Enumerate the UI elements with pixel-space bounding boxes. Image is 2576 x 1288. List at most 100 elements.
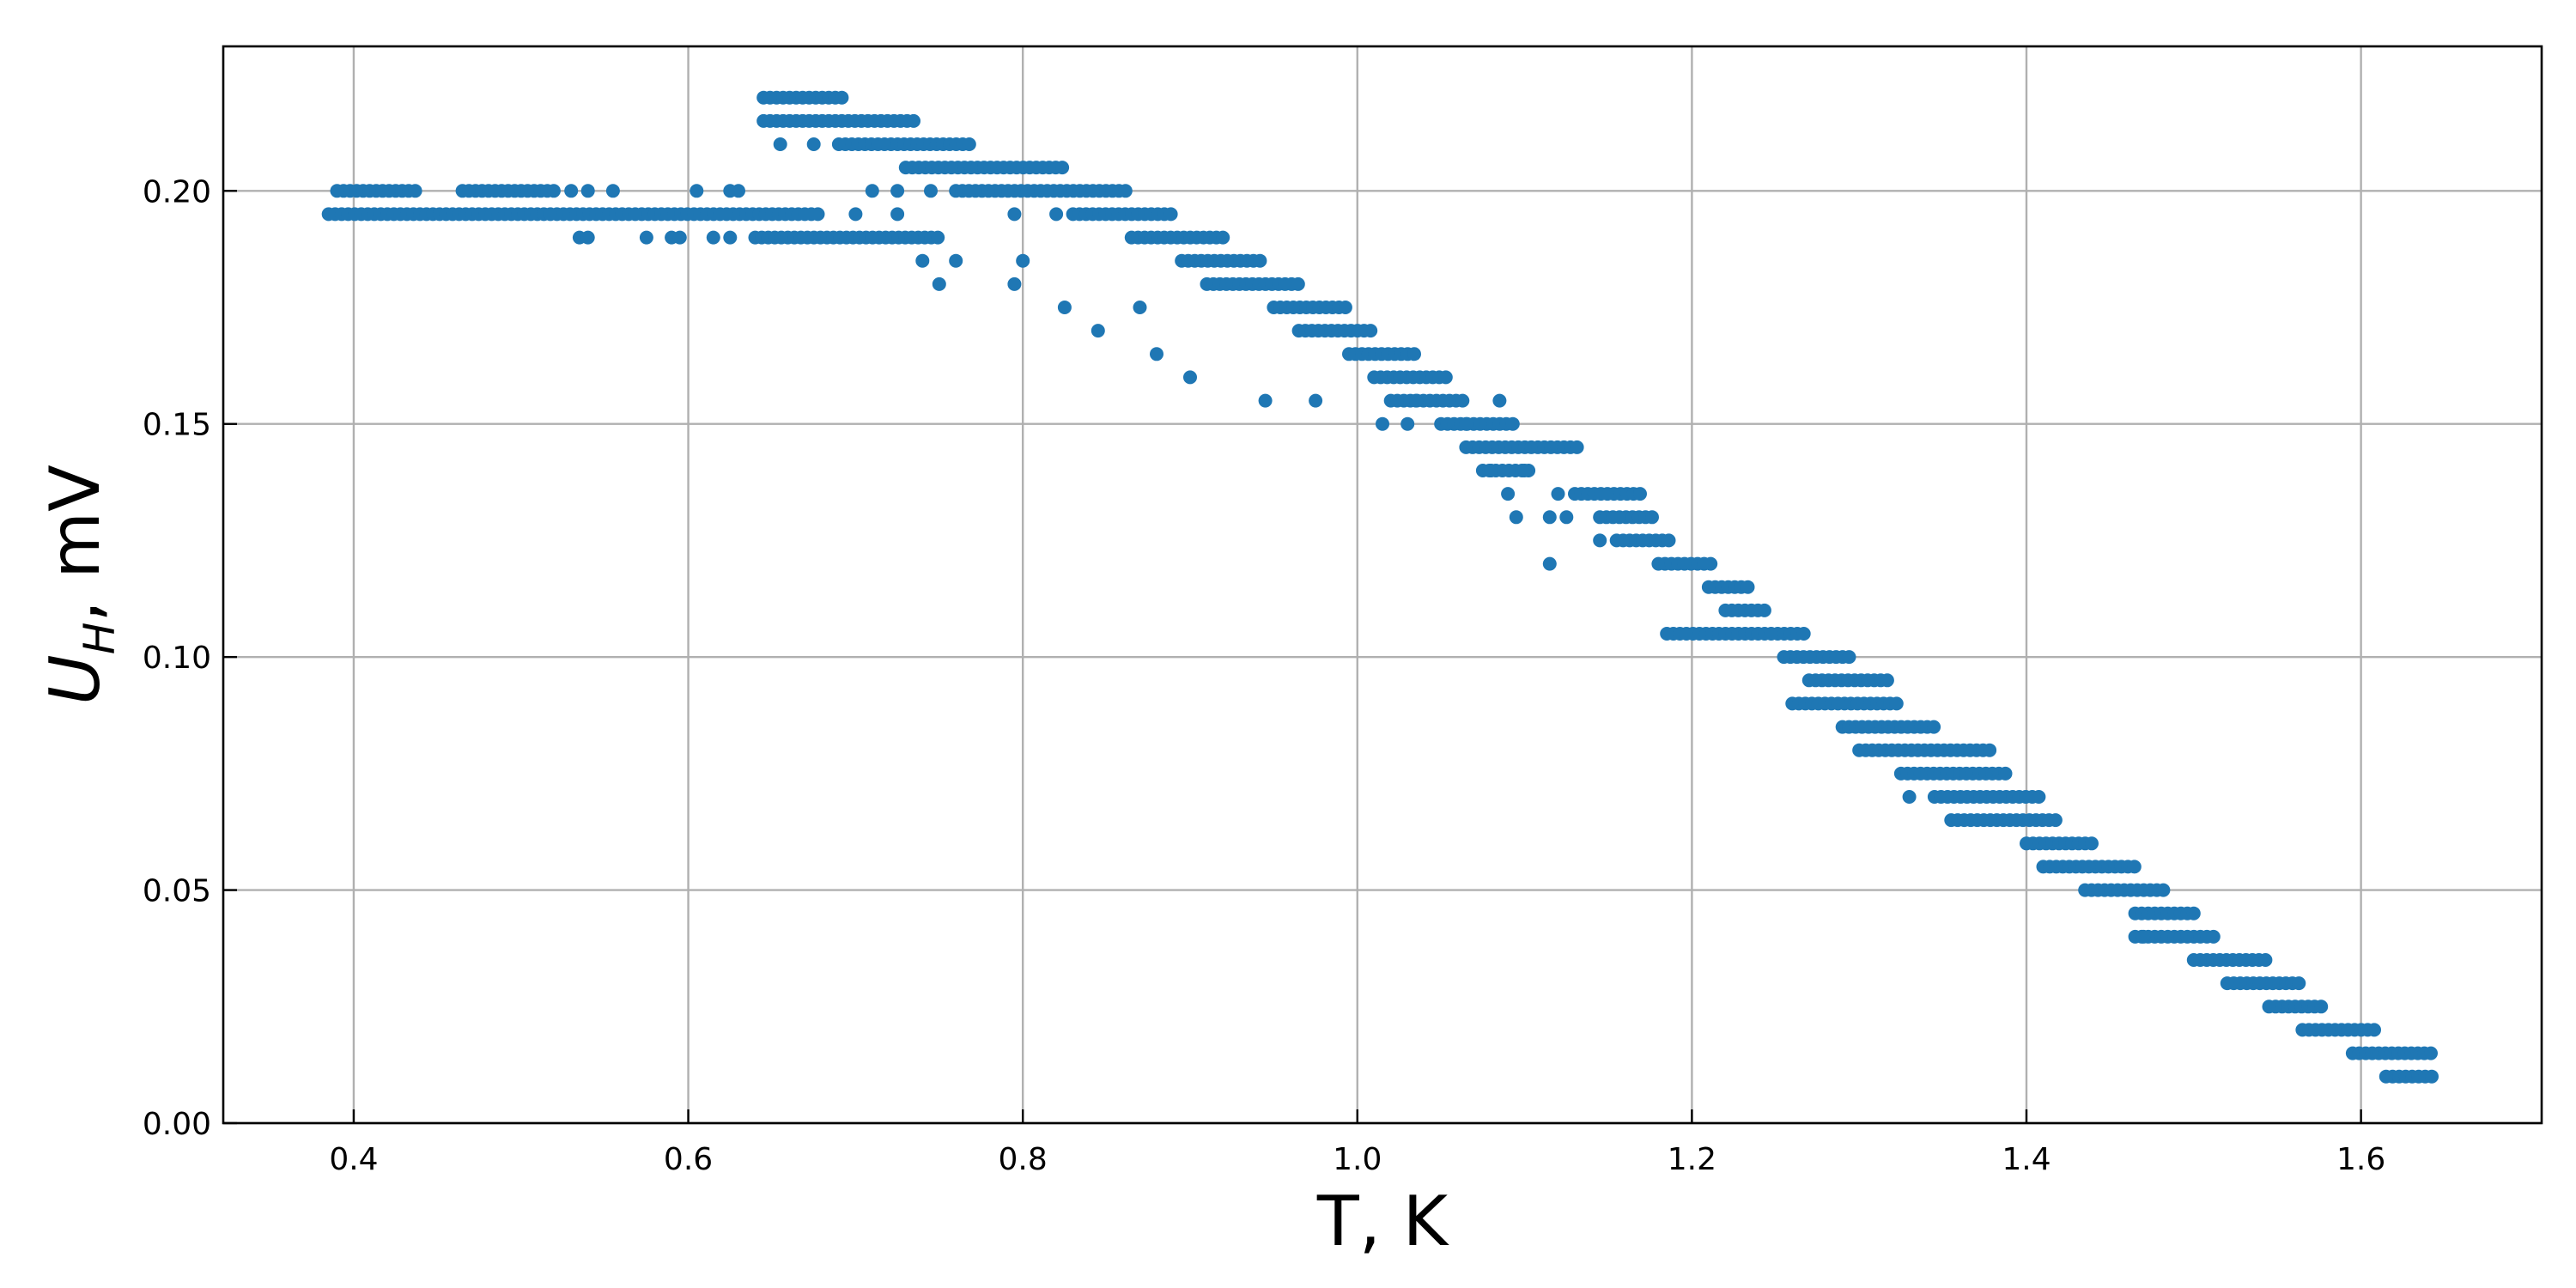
- data-point: [1253, 253, 1267, 268]
- data-point: [1542, 556, 1557, 571]
- data-point: [1796, 627, 1811, 641]
- data-point: [811, 207, 825, 222]
- data-point: [931, 230, 945, 245]
- data-point: [1438, 370, 1453, 385]
- y-tick-label: 0.10: [143, 641, 211, 676]
- data-point: [1983, 743, 1997, 757]
- data-point: [848, 207, 863, 222]
- x-tick-label: 0.8: [999, 1142, 1048, 1177]
- data-point: [672, 230, 687, 245]
- data-point: [2424, 1046, 2438, 1060]
- data-point: [639, 230, 653, 245]
- data-point: [865, 184, 879, 198]
- data-point: [546, 184, 561, 198]
- data-point: [1407, 347, 1421, 361]
- data-point: [1258, 393, 1273, 408]
- data-point: [1501, 487, 1516, 501]
- data-point: [2048, 813, 2063, 828]
- data-point: [2292, 976, 2306, 991]
- data-point: [1016, 253, 1030, 268]
- data-point: [605, 184, 620, 198]
- data-point: [2258, 953, 2273, 967]
- data-point: [1927, 720, 1941, 734]
- data-point: [1998, 766, 2013, 781]
- data-point: [1216, 230, 1230, 245]
- x-tick-label: 0.6: [664, 1142, 713, 1177]
- data-point: [1880, 673, 1894, 688]
- data-point: [2186, 906, 2201, 920]
- data-point: [580, 184, 595, 198]
- data-point: [1757, 603, 1771, 617]
- x-axis-label: T, K: [1316, 1182, 1450, 1261]
- data-point: [1633, 487, 1647, 501]
- data-point: [2425, 1069, 2439, 1084]
- data-point: [890, 207, 905, 222]
- data-point: [806, 137, 821, 151]
- data-point: [1409, 393, 1423, 408]
- data-point: [1842, 650, 1856, 665]
- data-point: [1007, 207, 1022, 222]
- data-point: [1593, 533, 1607, 548]
- scatter-points: [321, 90, 2439, 1084]
- data-point: [408, 184, 422, 198]
- data-point: [1455, 393, 1470, 408]
- data-point: [2085, 836, 2099, 851]
- y-tick-label: 0.05: [143, 874, 211, 909]
- data-point: [564, 184, 579, 198]
- data-point: [1459, 416, 1473, 431]
- data-point: [1509, 510, 1523, 525]
- data-point: [580, 230, 595, 245]
- data-point: [1183, 370, 1197, 385]
- data-point: [732, 184, 745, 198]
- data-point: [1309, 393, 1323, 408]
- data-point: [1163, 207, 1178, 222]
- axis-ticks: 0.4 0.6 0.8 1.0 1.2 1.4 1.6 0.00 0.05 0.10 0.15 0.2…: [143, 174, 2385, 1177]
- y-axis-label: UH, mV: [35, 465, 125, 705]
- x-tick-label: 1.0: [1333, 1142, 1382, 1177]
- data-point: [1492, 393, 1507, 408]
- data-point: [2367, 1023, 2381, 1037]
- data-point: [1055, 161, 1070, 175]
- data-point: [1662, 533, 1676, 548]
- y-axis-label-subscript: H: [75, 623, 125, 655]
- data-point: [949, 253, 963, 268]
- data-point: [2127, 860, 2142, 874]
- y-tick-label: 0.00: [143, 1107, 211, 1142]
- data-point: [890, 184, 905, 198]
- data-point: [723, 230, 738, 245]
- x-tick-label: 0.4: [329, 1142, 378, 1177]
- data-point: [1291, 276, 1305, 291]
- data-point: [1570, 440, 1584, 454]
- data-point: [1338, 301, 1352, 314]
- x-tick-label: 1.2: [1668, 1142, 1716, 1177]
- data-point: [1400, 416, 1415, 431]
- data-point: [1049, 207, 1064, 222]
- data-point: [924, 184, 938, 198]
- y-axis-label-symbol: U: [35, 654, 115, 705]
- data-point: [2032, 790, 2046, 804]
- data-point: [1902, 790, 1917, 804]
- data-point: [907, 113, 920, 128]
- data-point: [1484, 464, 1498, 477]
- plot-frame: [222, 45, 2543, 1125]
- data-point: [1057, 301, 1072, 314]
- data-point: [1551, 487, 1565, 501]
- y-tick-label: 0.20: [143, 174, 211, 210]
- data-point: [1364, 324, 1378, 338]
- data-point: [2136, 929, 2151, 944]
- data-point: [1007, 276, 1022, 291]
- data-point: [2156, 883, 2171, 897]
- data-point: [1889, 696, 1904, 711]
- data-point: [1542, 510, 1557, 525]
- data-point: [773, 137, 787, 151]
- y-tick-label: 0.15: [143, 408, 211, 443]
- data-point: [690, 184, 704, 198]
- data-point: [706, 230, 720, 245]
- x-tick-label: 1.6: [2336, 1142, 2385, 1177]
- data-point: [1133, 301, 1147, 314]
- data-point: [1559, 510, 1574, 525]
- data-point: [1517, 464, 1532, 477]
- data-point: [1704, 556, 1718, 571]
- data-point: [1376, 416, 1389, 431]
